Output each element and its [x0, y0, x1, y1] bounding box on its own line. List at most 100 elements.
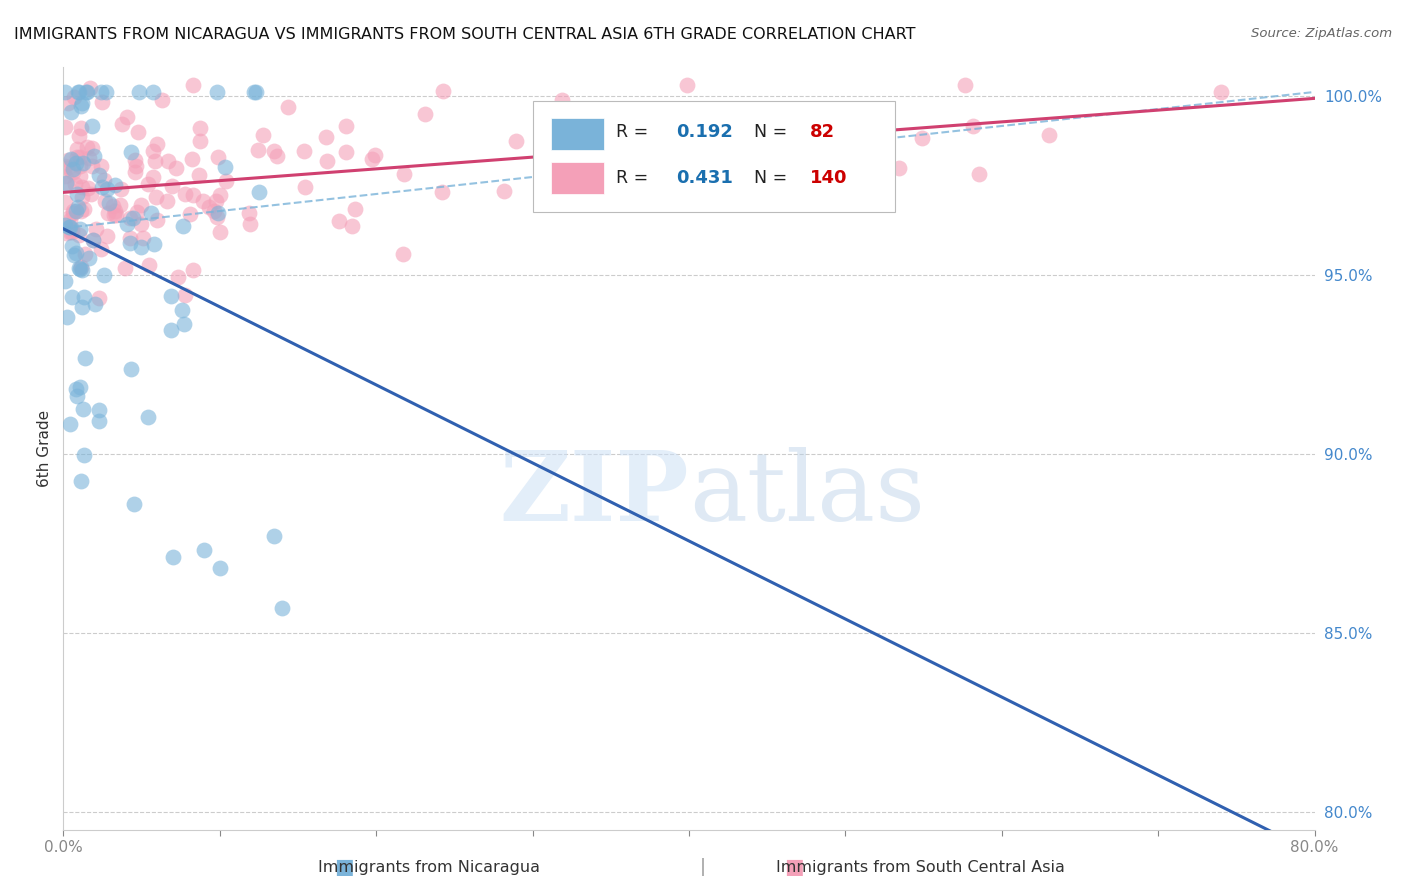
Point	[142, 144, 165, 158]
Point	[252, 128, 274, 142]
Text: Immigrants from Nicaragua: Immigrants from Nicaragua	[318, 860, 540, 874]
Point	[96, 228, 118, 243]
Point	[315, 153, 337, 168]
Point	[202, 204, 225, 219]
Point	[108, 197, 131, 211]
Point	[209, 187, 232, 202]
Point	[205, 210, 228, 224]
Point	[188, 121, 211, 136]
Point	[72, 95, 94, 110]
Point	[65, 177, 87, 191]
Point	[69, 150, 91, 164]
Text: ZIP: ZIP	[499, 447, 689, 541]
Point	[75, 247, 97, 261]
Point	[181, 263, 204, 277]
Point	[266, 149, 288, 163]
Point	[277, 100, 299, 114]
Point	[60, 225, 83, 239]
Point	[662, 169, 685, 184]
Point	[125, 159, 148, 173]
Point	[238, 206, 260, 220]
Point	[90, 85, 112, 99]
Point	[96, 182, 118, 196]
Point	[62, 222, 84, 236]
Point	[128, 85, 150, 99]
Point	[94, 85, 117, 99]
Point	[207, 150, 229, 164]
Point	[56, 176, 79, 190]
Point	[145, 190, 167, 204]
Point	[271, 600, 294, 615]
Text: 0.431: 0.431	[676, 169, 734, 187]
Text: atlas: atlas	[689, 447, 925, 541]
Point	[205, 194, 228, 208]
Point	[82, 141, 104, 155]
Text: N =: N =	[754, 123, 793, 142]
Point	[58, 96, 80, 111]
Point	[494, 185, 516, 199]
Point	[432, 84, 454, 98]
Point	[103, 178, 125, 192]
Point	[962, 119, 984, 133]
Point	[67, 227, 90, 242]
Point	[67, 85, 90, 99]
Point	[174, 288, 197, 302]
Point	[69, 169, 91, 183]
Point	[129, 198, 152, 212]
Text: |: |	[700, 858, 706, 876]
Point	[70, 180, 93, 194]
Text: Source: ZipAtlas.com: Source: ZipAtlas.com	[1251, 27, 1392, 40]
Point	[104, 208, 127, 222]
Point	[69, 474, 91, 488]
Point	[55, 227, 77, 241]
Point	[551, 93, 574, 107]
Y-axis label: 6th Grade: 6th Grade	[37, 409, 52, 487]
Point	[796, 123, 818, 137]
Point	[125, 204, 148, 219]
Point	[82, 233, 104, 247]
Point	[76, 85, 98, 99]
Point	[76, 139, 98, 153]
Point	[87, 414, 110, 428]
Point	[72, 202, 94, 216]
Point	[103, 208, 125, 222]
Point	[143, 154, 166, 169]
Point	[181, 188, 204, 202]
Point	[69, 262, 91, 277]
Point	[59, 417, 82, 432]
Point	[793, 118, 815, 132]
Point	[60, 290, 83, 304]
Point	[120, 362, 142, 376]
Point	[214, 160, 236, 174]
Point	[59, 220, 82, 235]
Point	[97, 205, 120, 219]
Point	[80, 186, 103, 201]
Point	[157, 153, 180, 168]
Point	[340, 219, 363, 233]
Point	[127, 125, 149, 139]
Point	[179, 207, 201, 221]
Point	[292, 144, 315, 158]
Text: ■: ■	[785, 857, 804, 877]
Point	[115, 217, 138, 231]
Point	[328, 214, 350, 228]
Point	[104, 203, 127, 218]
Point	[294, 179, 316, 194]
Point	[160, 179, 183, 194]
Point	[56, 310, 79, 324]
Text: 82: 82	[810, 123, 835, 142]
Point	[247, 143, 270, 157]
Point	[142, 85, 165, 99]
Point	[159, 289, 181, 303]
Point	[93, 173, 115, 187]
FancyBboxPatch shape	[551, 118, 603, 150]
Point	[181, 153, 204, 167]
FancyBboxPatch shape	[533, 101, 896, 211]
Point	[122, 497, 145, 511]
Point	[111, 117, 134, 131]
Point	[118, 236, 141, 251]
Point	[66, 187, 89, 202]
Point	[208, 225, 231, 239]
Point	[62, 162, 84, 177]
Point	[60, 152, 83, 166]
